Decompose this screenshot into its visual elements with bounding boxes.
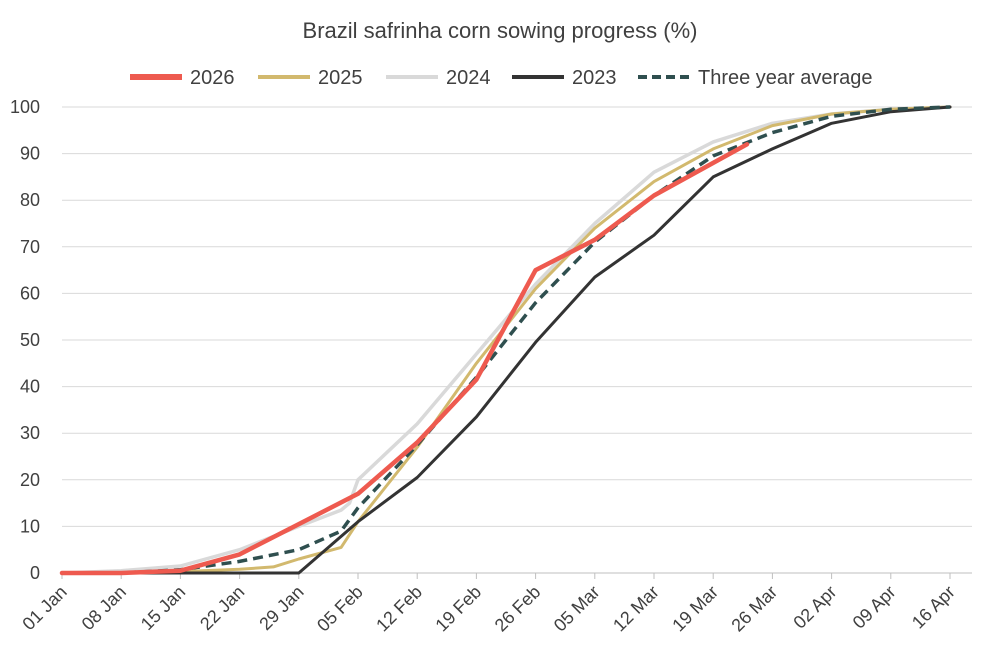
- y-tick-label: 50: [20, 330, 40, 350]
- y-tick-label: 10: [20, 516, 40, 536]
- series-line-2024: [60, 105, 952, 575]
- x-tick-label: 26 Feb: [491, 582, 545, 636]
- series-line-2025: [60, 105, 952, 575]
- y-tick-label: 100: [10, 97, 40, 117]
- series-line-2026: [59, 142, 750, 576]
- y-tick-label: 0: [30, 563, 40, 583]
- x-tick-label: 19 Feb: [431, 582, 485, 636]
- y-axis-ticks: 0 10 20 30 40 50 60 70 80 90 100: [10, 97, 40, 583]
- x-tick-label: 05 Mar: [550, 582, 604, 636]
- x-tick-label: 26 Mar: [727, 582, 781, 636]
- legend-label: 2026: [190, 67, 235, 89]
- x-tick-label: 19 Mar: [668, 582, 722, 636]
- legend-label: Three year average: [698, 67, 873, 89]
- x-tick-label: 09 Apr: [849, 582, 900, 633]
- series-line-2023: [60, 105, 952, 575]
- x-tick-label: 08 Jan: [78, 582, 130, 634]
- x-tick-label: 22 Jan: [196, 582, 248, 634]
- x-tick-label: 29 Jan: [255, 582, 307, 634]
- x-tick-label: 12 Feb: [372, 582, 426, 636]
- x-tick-label: 16 Apr: [908, 582, 959, 633]
- y-tick-label: 80: [20, 190, 40, 210]
- x-tick-label: 12 Mar: [609, 582, 663, 636]
- y-tick-label: 70: [20, 237, 40, 257]
- x-tick-label: 15 Jan: [137, 582, 189, 634]
- legend: 2026 2025 2024 2023 Three year average: [130, 67, 873, 89]
- y-tick-label: 40: [20, 377, 40, 397]
- y-tick-label: 20: [20, 470, 40, 490]
- x-tick-label: 01 Jan: [18, 582, 70, 634]
- y-tick-label: 90: [20, 144, 40, 164]
- x-tick-label: 02 Apr: [789, 582, 840, 633]
- chart-title: Brazil safrinha corn sowing progress (%): [303, 18, 698, 43]
- y-tick-label: 60: [20, 283, 40, 303]
- y-tick-label: 30: [20, 423, 40, 443]
- legend-label: 2023: [572, 67, 617, 89]
- x-tick-label: 05 Feb: [313, 582, 367, 636]
- series-lines: [59, 105, 952, 576]
- legend-label: 2024: [446, 67, 491, 89]
- legend-label: 2025: [318, 67, 363, 89]
- gridlines: [62, 106, 972, 527]
- x-axis: 01 Jan 08 Jan 15 Jan 22 Jan 29 Jan 05 Feb 12 F…: [18, 572, 972, 636]
